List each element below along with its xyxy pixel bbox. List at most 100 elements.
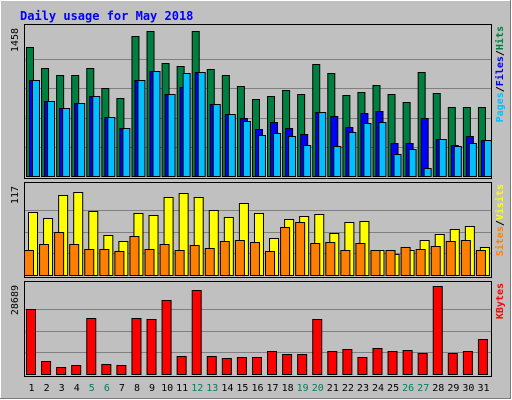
- y-max-label: 28689: [10, 285, 21, 315]
- bar-sites-day-31: [475, 250, 486, 276]
- bar-sites-day-28: [430, 246, 441, 276]
- day-label-8: 8: [134, 383, 140, 394]
- bar-pages-day-25: [393, 154, 402, 177]
- bar-pages-day-28: [438, 139, 447, 177]
- bar-pages-day-16: [257, 135, 266, 177]
- bar-sites-day-29: [445, 241, 456, 276]
- chart-title: Daily usage for May 2018: [20, 9, 193, 23]
- day-label-28: 28: [432, 383, 444, 394]
- bar-sites-day-16: [249, 242, 260, 276]
- bar-sites-day-6: [99, 249, 110, 276]
- day-label-6: 6: [104, 383, 110, 394]
- bar-pages-day-9: [152, 71, 161, 177]
- day-label-5: 5: [89, 383, 95, 394]
- bar-sites-day-22: [340, 250, 351, 276]
- bar-kbytes-day-9: [146, 319, 157, 375]
- bar-kbytes-day-14: [221, 358, 232, 375]
- bar-sites-day-10: [159, 244, 170, 276]
- day-label-31: 31: [477, 383, 489, 394]
- bar-sites-day-17: [265, 251, 276, 276]
- legend-sites: Sites: [494, 226, 506, 256]
- bar-pages-day-24: [378, 122, 387, 177]
- bar-pages-day-13: [212, 104, 221, 177]
- series-legend: KBytes: [495, 283, 506, 319]
- bar-sites-day-1: [24, 250, 34, 276]
- day-label-27: 27: [417, 383, 429, 394]
- bar-pages-day-18: [288, 136, 297, 177]
- y-max-label: 117: [10, 186, 21, 204]
- bar-kbytes-day-7: [116, 365, 127, 375]
- day-label-29: 29: [447, 383, 459, 394]
- day-label-7: 7: [119, 383, 125, 394]
- bar-pages-day-10: [167, 94, 176, 177]
- bar-kbytes-day-26: [402, 350, 413, 375]
- legend-kbytes: KBytes: [495, 283, 506, 319]
- bar-kbytes-day-29: [447, 353, 458, 375]
- bar-sites-day-21: [325, 242, 336, 276]
- day-label-11: 11: [176, 383, 188, 394]
- bar-sites-day-20: [310, 243, 321, 276]
- bar-kbytes-day-18: [282, 354, 293, 375]
- bar-kbytes-day-17: [267, 351, 278, 375]
- panel-visits: 117 Sites/Visits: [10, 182, 506, 278]
- bar-kbytes-day-28: [432, 286, 443, 375]
- bar-pages-day-22: [348, 132, 357, 177]
- bar-sites-day-11: [174, 250, 185, 276]
- bar-pages-day-4: [77, 103, 86, 177]
- bar-kbytes-day-27: [417, 353, 428, 375]
- bar-kbytes-day-11: [176, 356, 187, 375]
- day-labels: 1 2 3 4 5 6 7 8 9 10 11 12 13 14 15 16 17 18 19 20 21 22 23 24 2…: [29, 383, 490, 394]
- bar-pages-day-21: [333, 146, 342, 177]
- bar-kbytes-day-19: [297, 354, 308, 375]
- bar-pages-day-12: [197, 72, 206, 177]
- day-label-2: 2: [44, 383, 50, 394]
- bar-pages-day-20: [318, 112, 327, 177]
- bar-kbytes-day-10: [161, 300, 172, 375]
- bar-kbytes-day-6: [101, 364, 112, 375]
- bar-kbytes-day-4: [71, 365, 82, 375]
- day-label-12: 12: [191, 383, 203, 394]
- bar-kbytes-day-15: [236, 357, 247, 375]
- bar-kbytes-day-22: [342, 349, 353, 375]
- bar-files-day-27: [420, 118, 429, 177]
- bar-sites-day-9: [144, 249, 155, 276]
- legend-separator: /: [495, 50, 506, 56]
- legend-hits: Hits: [494, 26, 506, 50]
- bar-pages-day-1: [32, 80, 40, 177]
- bar-pages-day-7: [122, 128, 131, 177]
- bar-kbytes-day-13: [206, 356, 217, 375]
- y-max-label: 1458: [10, 28, 21, 52]
- bar-sites-day-8: [129, 236, 140, 276]
- bar-pages-day-14: [227, 114, 236, 177]
- bar-sites-day-23: [355, 243, 366, 276]
- bar-pages-day-29: [453, 146, 462, 177]
- day-label-10: 10: [161, 383, 173, 394]
- bar-kbytes-day-31: [477, 339, 488, 375]
- bar-kbytes-day-3: [56, 367, 67, 375]
- bar-kbytes-day-20: [312, 319, 323, 375]
- day-label-20: 20: [312, 383, 324, 394]
- day-label-18: 18: [282, 383, 294, 394]
- day-label-14: 14: [221, 383, 233, 394]
- bar-sites-day-15: [234, 240, 245, 276]
- bar-sites-day-19: [295, 222, 306, 276]
- bar-kbytes-day-8: [131, 318, 142, 375]
- bar-kbytes-day-12: [191, 290, 202, 375]
- day-label-15: 15: [236, 383, 248, 394]
- bar-sites-day-2: [39, 244, 50, 276]
- bar-pages-day-26: [408, 149, 417, 177]
- bar-kbytes-day-25: [387, 351, 398, 375]
- bar-pages-day-5: [92, 96, 101, 177]
- day-label-1: 1: [29, 383, 35, 394]
- series-legend: Sites/Visits: [494, 184, 506, 256]
- legend-files: Files: [494, 56, 506, 86]
- day-label-24: 24: [372, 383, 384, 394]
- day-label-13: 13: [206, 383, 218, 394]
- bar-sites-day-27: [415, 249, 426, 276]
- bar-kbytes-day-5: [86, 318, 97, 375]
- day-label-26: 26: [402, 383, 414, 394]
- day-label-19: 19: [297, 383, 309, 394]
- legend-separator: /: [495, 220, 506, 226]
